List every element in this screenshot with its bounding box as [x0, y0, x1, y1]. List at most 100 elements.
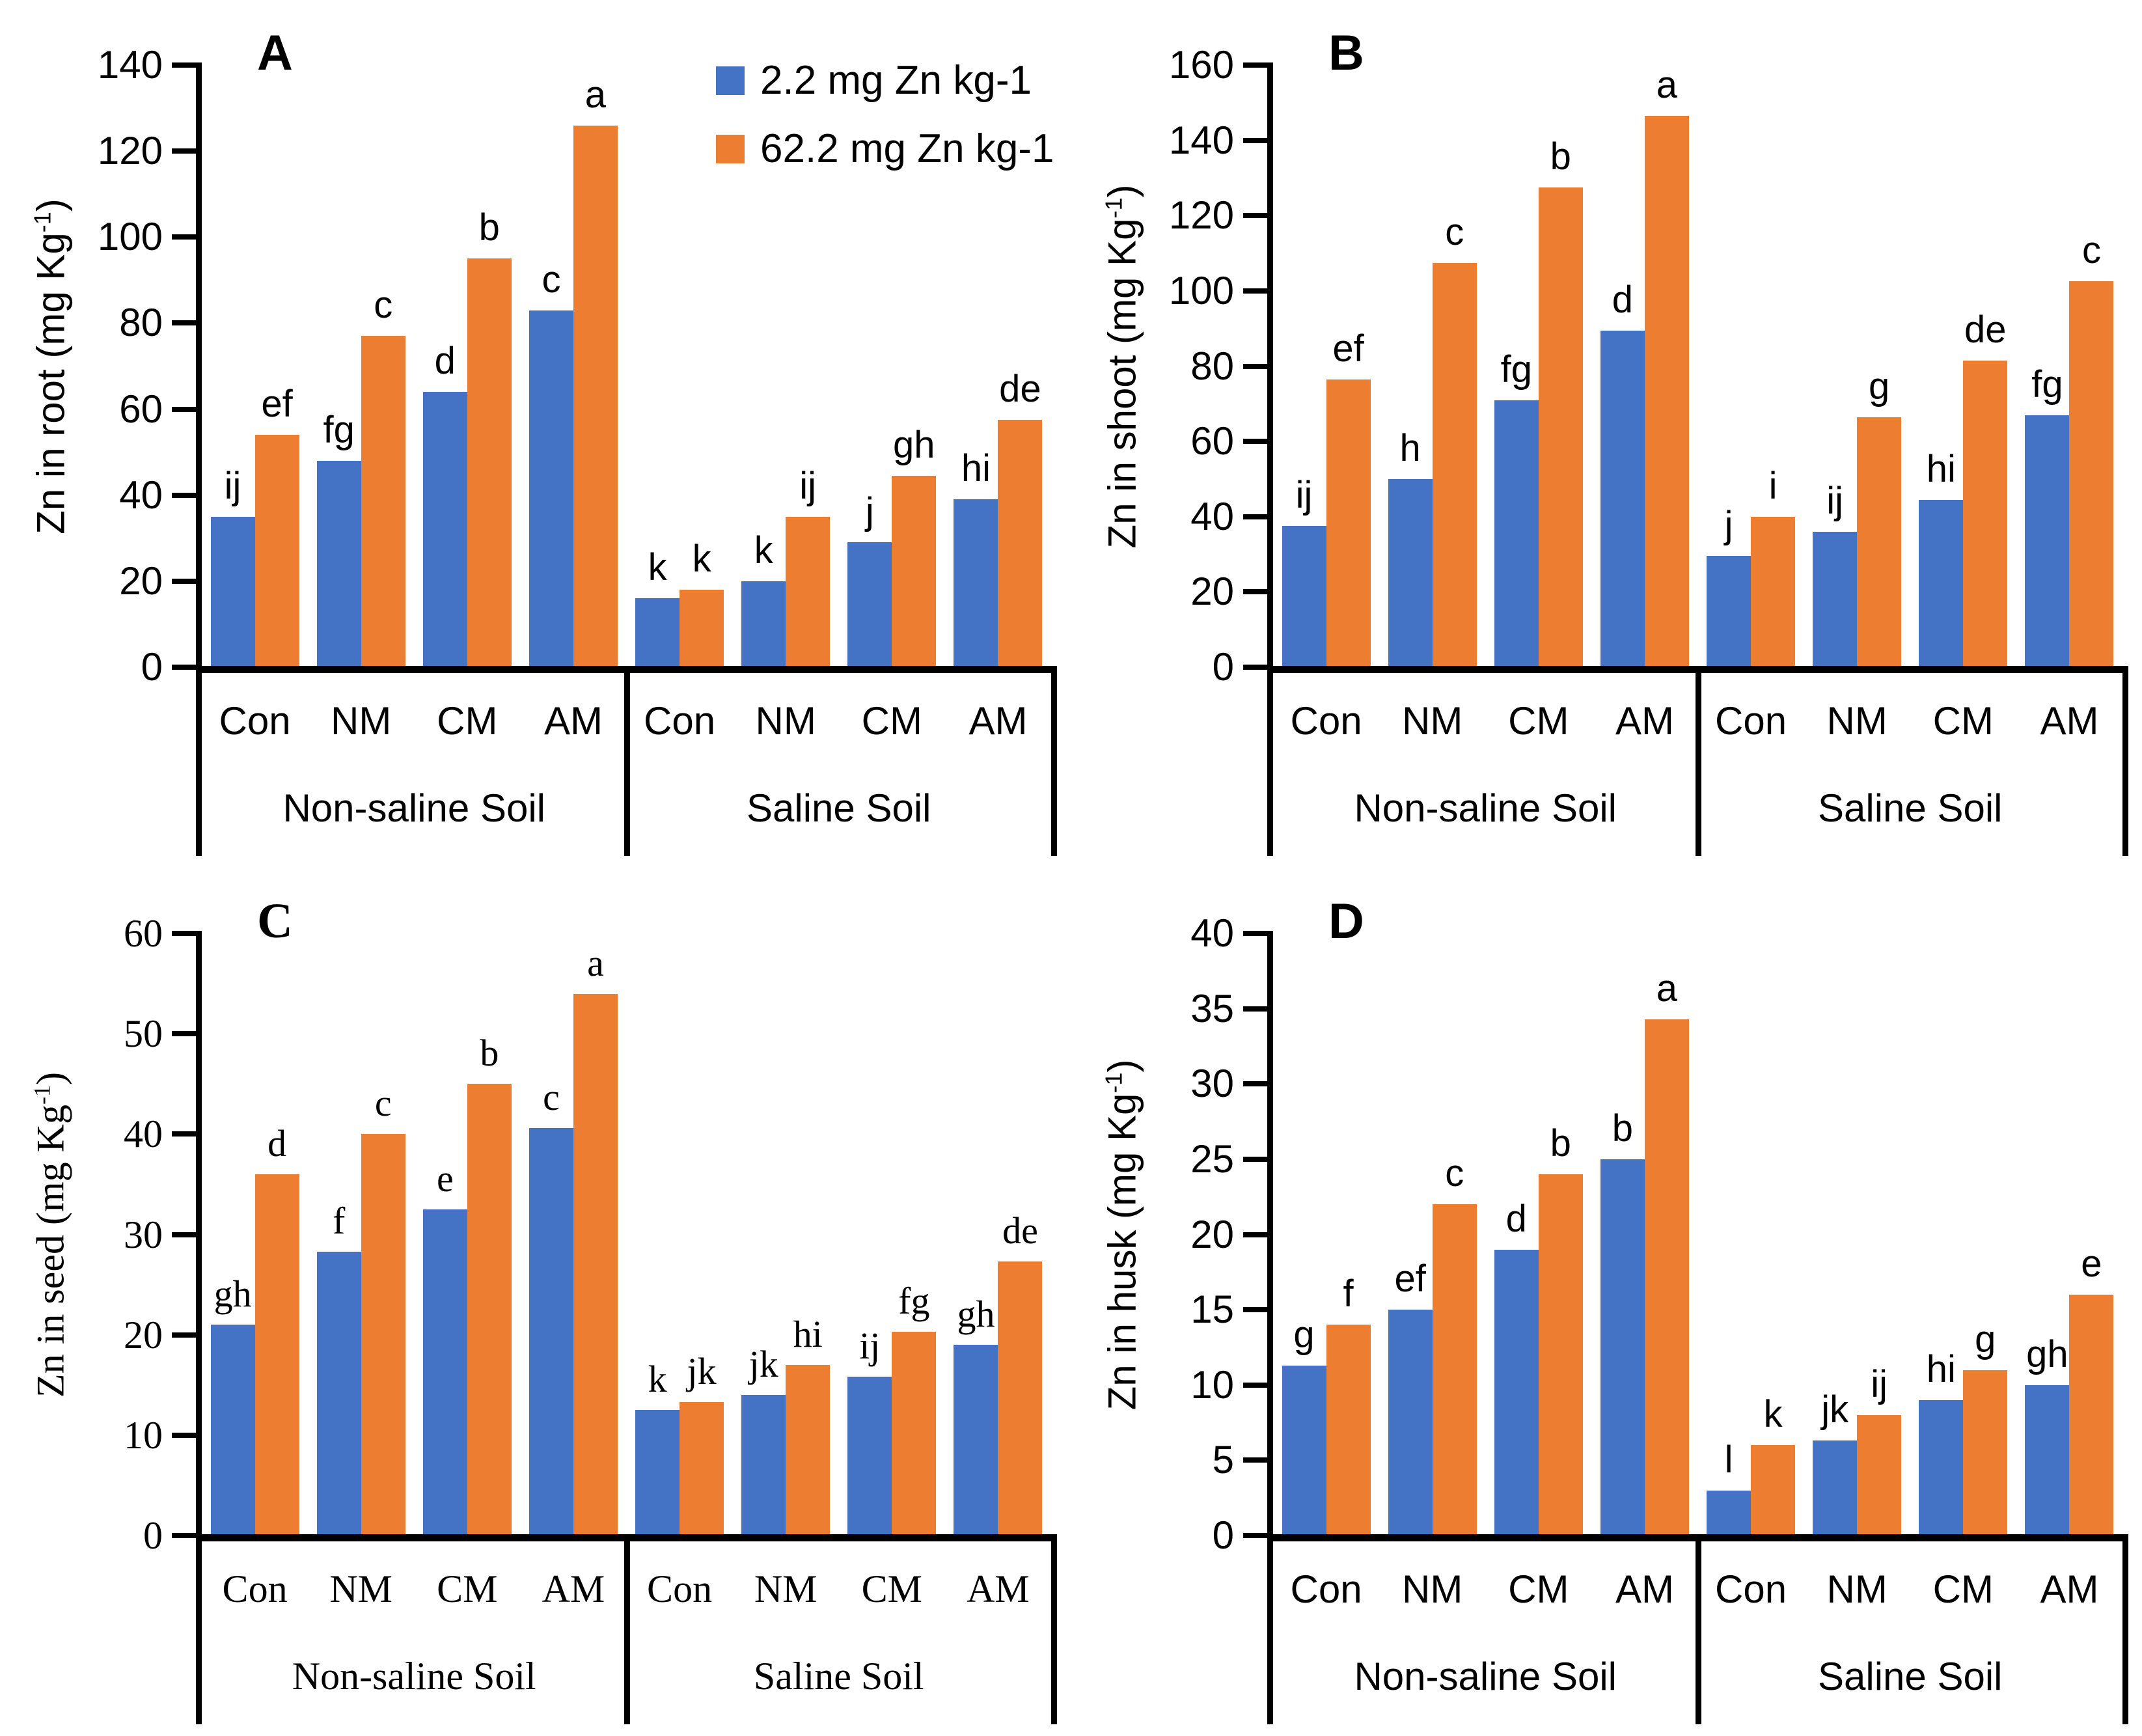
- bar-C-nonsaline-CM-series1: [422, 1209, 467, 1536]
- bar-B-nonsaline-Con-series1: [1282, 526, 1326, 667]
- significance-letter: k: [1763, 1393, 1783, 1436]
- significance-letter: fg: [323, 408, 355, 451]
- significance-letter: k: [754, 529, 773, 572]
- legend-label: 2.2 mg Zn kg-1: [760, 58, 1032, 103]
- y-tick-mark: [1243, 1457, 1273, 1463]
- significance-letter: b: [1612, 1107, 1634, 1150]
- bar-C-nonsaline-AM-series1: [529, 1128, 573, 1536]
- bar-B-nonsaline-NM-series2: [1432, 262, 1477, 667]
- category-box-left-border: [196, 1536, 202, 1724]
- bar-B-nonsaline-CM-series2: [1538, 187, 1583, 667]
- bar-C-saline-AM-series1: [954, 1345, 998, 1536]
- bar-A-nonsaline-AM-series1: [529, 310, 573, 667]
- bar-A-saline-AM-series1: [954, 499, 998, 667]
- x-category-label: NM: [331, 699, 392, 743]
- soil-group-label: Non-saline Soil: [292, 1655, 536, 1698]
- significance-letter: c: [2081, 229, 2101, 272]
- x-category-label: Con: [222, 1567, 288, 1610]
- x-category-label: Con: [219, 699, 291, 743]
- y-tick-mark: [1243, 1382, 1273, 1388]
- x-category-label: CM: [1932, 1567, 1994, 1611]
- significance-letter: b: [1550, 135, 1571, 178]
- x-category-label: CM: [1932, 699, 1994, 743]
- soil-group-label: Non-saline Soil: [1354, 786, 1617, 830]
- bar-C-nonsaline-CM-series2: [467, 1084, 512, 1536]
- y-tick-mark: [172, 665, 202, 670]
- y-tick-label: 20: [124, 1313, 163, 1357]
- x-category-label: CM: [437, 1567, 498, 1610]
- x-category-label: CM: [1508, 699, 1569, 743]
- y-tick-label: 35: [1190, 986, 1234, 1030]
- significance-letter: c: [542, 258, 561, 301]
- significance-letter: a: [587, 941, 604, 984]
- y-tick-label: 160: [1168, 43, 1234, 87]
- significance-letter: d: [1505, 1197, 1527, 1240]
- bar-A-nonsaline-Con-series1: [210, 516, 255, 667]
- x-category-label: NM: [329, 1567, 393, 1610]
- significance-letter: d: [1612, 278, 1634, 321]
- significance-letter: e: [436, 1157, 454, 1200]
- y-tick-label: 30: [1190, 1062, 1234, 1106]
- bar-D-nonsaline-CM-series2: [1538, 1174, 1583, 1536]
- significance-letter: a: [584, 73, 607, 116]
- bar-A-nonsaline-Con-series2: [254, 435, 299, 667]
- y-tick-label: 0: [141, 645, 163, 689]
- y-tick-mark: [172, 406, 202, 412]
- panel-letter: A: [257, 25, 293, 81]
- x-category-label: Con: [647, 1567, 713, 1610]
- y-tick-label: 140: [1168, 118, 1234, 162]
- y-axis-line: [196, 931, 202, 1538]
- significance-letter: hi: [793, 1312, 823, 1355]
- y-tick-label: 30: [124, 1213, 163, 1256]
- y-tick-mark: [1243, 931, 1273, 936]
- y-tick-mark: [172, 492, 202, 498]
- bar-C-nonsaline-NM-series1: [316, 1251, 361, 1536]
- bar-A-saline-AM-series2: [998, 420, 1043, 667]
- y-tick-label: 140: [97, 43, 163, 87]
- x-category-label: CM: [437, 699, 498, 743]
- significance-letter: gh: [213, 1273, 252, 1316]
- y-tick-mark: [1243, 589, 1273, 595]
- significance-letter: f: [333, 1199, 346, 1242]
- bar-C-nonsaline-Con-series1: [210, 1325, 255, 1536]
- bar-D-nonsaline-AM-series1: [1600, 1159, 1645, 1536]
- significance-letter: hi: [1926, 447, 1956, 490]
- soil-divider-line: [1695, 1536, 1701, 1724]
- significance-letter: fg: [2031, 363, 2063, 406]
- y-tick-label: 40: [119, 473, 163, 517]
- panel-B: B Zn in shoot (mg Kg-1) 0 20 40 60 80 100 120 140…: [1071, 0, 2142, 868]
- x-category-label: CM: [861, 1567, 922, 1610]
- y-tick-mark: [172, 1232, 202, 1237]
- y-tick-mark: [1243, 1156, 1273, 1162]
- significance-letter: fg: [898, 1280, 930, 1323]
- category-box-left-border: [1267, 667, 1273, 856]
- x-category-label: Con: [1715, 699, 1787, 743]
- y-tick-mark: [172, 234, 202, 240]
- significance-letter: c: [543, 1076, 560, 1119]
- significance-letter: k: [648, 1358, 667, 1401]
- y-tick-label: 10: [124, 1413, 163, 1457]
- significance-letter: h: [1399, 426, 1421, 469]
- bar-A-nonsaline-NM-series1: [316, 460, 361, 667]
- bar-B-nonsaline-NM-series1: [1388, 478, 1433, 667]
- panel-D: D Zn in husk (mg Kg-1) 0 5 10 15 20 25 30 35 40 g f C…: [1071, 868, 2142, 1736]
- bar-A-nonsaline-CM-series2: [467, 258, 512, 667]
- panel-letter: D: [1328, 894, 1364, 949]
- significance-letter: gh: [957, 1293, 995, 1336]
- bar-D-nonsaline-NM-series2: [1432, 1204, 1477, 1536]
- soil-divider-line: [624, 1536, 630, 1724]
- x-category-label: NM: [1402, 699, 1463, 743]
- legend-label: 62.2 mg Zn kg-1: [760, 126, 1054, 171]
- significance-letter: gh: [2026, 1332, 2068, 1375]
- bar-C-saline-Con-series1: [635, 1410, 680, 1536]
- x-category-label: Con: [644, 699, 716, 743]
- y-tick-mark: [172, 148, 202, 154]
- significance-letter: c: [374, 284, 393, 327]
- legend-item: 2.2 mg Zn kg-1: [716, 57, 1054, 103]
- bar-D-saline-NM-series1: [1813, 1440, 1858, 1536]
- significance-letter: e: [2081, 1243, 2102, 1285]
- significance-letter: b: [1550, 1122, 1571, 1164]
- bar-B-nonsaline-CM-series1: [1494, 400, 1539, 667]
- y-tick-mark: [172, 578, 202, 584]
